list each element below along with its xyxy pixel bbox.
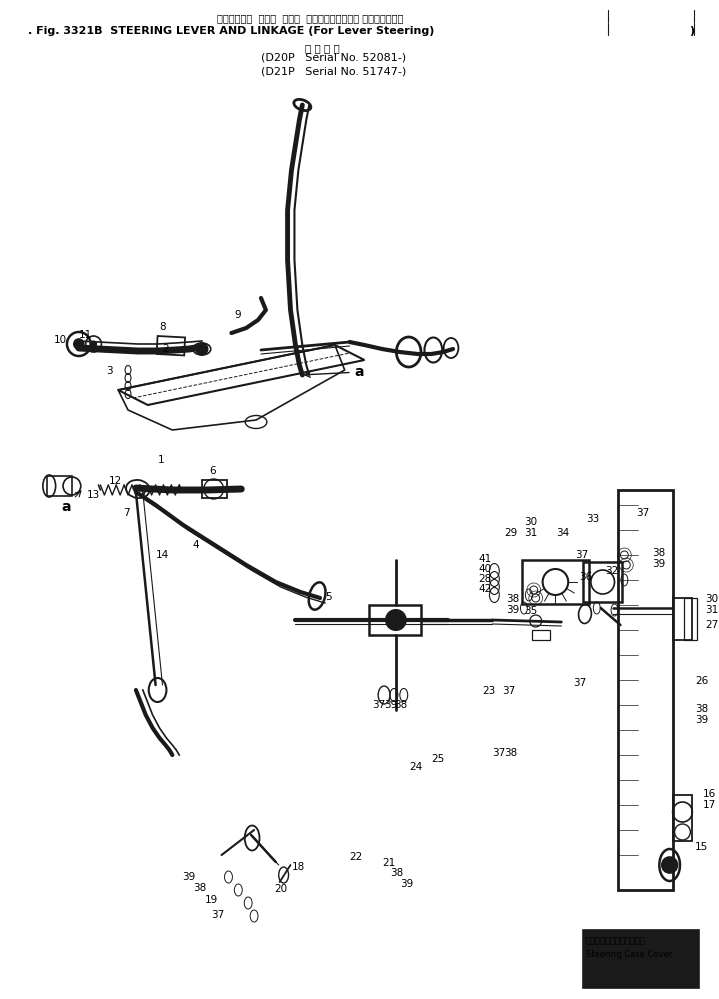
Circle shape [91,341,96,347]
Text: ステアリングケースカバー: ステアリングケースカバー [586,936,646,945]
Text: 19: 19 [205,895,218,905]
Bar [672,795,692,841]
Text: 39: 39 [695,715,708,725]
Text: ): ) [690,26,695,36]
Circle shape [386,610,406,630]
Bar [583,930,699,988]
Text: 32: 32 [605,566,618,576]
Text: (D21P   Serial No. 51747-): (D21P Serial No. 51747-) [261,67,406,77]
Text: (D20P   Serial No. 52081-): (D20P Serial No. 52081-) [261,52,406,62]
Text: 7: 7 [123,508,129,518]
Text: 30: 30 [705,594,718,604]
Text: 41: 41 [479,554,492,564]
Text: ステアリング  レバー  および  リンケージ（レバー ステアリング用: ステアリング レバー および リンケージ（レバー ステアリング用 [216,13,403,23]
Bar [532,630,549,640]
Text: 37: 37 [211,910,224,920]
Text: 35: 35 [524,606,537,616]
Text: 37: 37 [636,508,649,518]
Text: 13: 13 [87,490,100,500]
Text: 12: 12 [109,476,122,486]
Text: 38: 38 [506,594,519,604]
Text: 36: 36 [579,572,592,582]
Text: 適 用 号 機: 適 用 号 機 [306,43,340,53]
Circle shape [196,343,208,355]
Text: 21: 21 [382,858,395,868]
Text: 38: 38 [193,883,206,893]
Text: a: a [61,491,81,514]
Text: 38: 38 [504,748,518,758]
Text: 37: 37 [575,550,588,560]
Bar [672,598,692,640]
Bar [618,490,672,890]
Text: 10: 10 [54,335,68,345]
Text: . Fig. 3321B  STEERING LEVER AND LINKAGE (For Lever Steering): . Fig. 3321B STEERING LEVER AND LINKAGE … [27,26,434,36]
Text: 37: 37 [503,686,516,696]
Text: 38: 38 [652,548,665,558]
Text: 14: 14 [155,550,169,560]
Text: 1: 1 [157,455,164,465]
Text: 15: 15 [695,842,708,852]
Circle shape [74,339,83,349]
Text: 9: 9 [234,310,241,320]
Text: 33: 33 [586,514,599,524]
Bar [47,476,72,496]
Text: 26: 26 [695,676,708,686]
Text: 39: 39 [652,559,665,569]
Text: 2: 2 [162,344,169,354]
Text: 31: 31 [524,528,537,538]
Text: 39: 39 [400,879,413,889]
Text: 11: 11 [79,330,92,340]
Text: 6: 6 [209,466,216,476]
Text: 20: 20 [274,884,287,894]
Text: 27: 27 [705,620,718,630]
Text: 40: 40 [479,564,492,574]
Text: 3: 3 [106,366,113,376]
Text: 22: 22 [349,852,363,862]
Circle shape [661,857,677,873]
Bar [157,336,185,356]
Text: 39: 39 [384,700,398,710]
Text: 37: 37 [573,678,587,688]
Text: 28: 28 [479,574,492,584]
Text: 17: 17 [703,800,716,810]
Bar [583,562,623,602]
Text: 18: 18 [291,862,305,872]
Text: 38: 38 [695,704,708,714]
Text: 23: 23 [482,686,496,696]
Ellipse shape [646,949,654,961]
Text: 8: 8 [160,322,166,332]
Text: 5: 5 [325,592,331,602]
Text: 39: 39 [182,872,196,882]
Text: 30: 30 [524,517,537,527]
Text: 31: 31 [705,605,718,615]
Text: 38: 38 [394,700,407,710]
Text: 42: 42 [479,584,492,594]
Text: 37: 37 [372,700,385,710]
Bar [370,605,421,635]
Text: 16: 16 [703,789,716,799]
Text: 34: 34 [557,528,569,538]
Text: Steering Case Cover: Steering Case Cover [586,950,672,959]
Text: 4: 4 [192,540,198,550]
Text: 38: 38 [390,868,403,878]
Bar [684,598,697,640]
Text: 29: 29 [504,528,518,538]
Bar [522,560,589,604]
Text: 37: 37 [493,748,505,758]
Text: 24: 24 [410,762,423,772]
Text: 39: 39 [506,605,519,615]
Bar [202,480,226,498]
Text: 25: 25 [431,754,444,764]
Text: a: a [305,365,364,379]
